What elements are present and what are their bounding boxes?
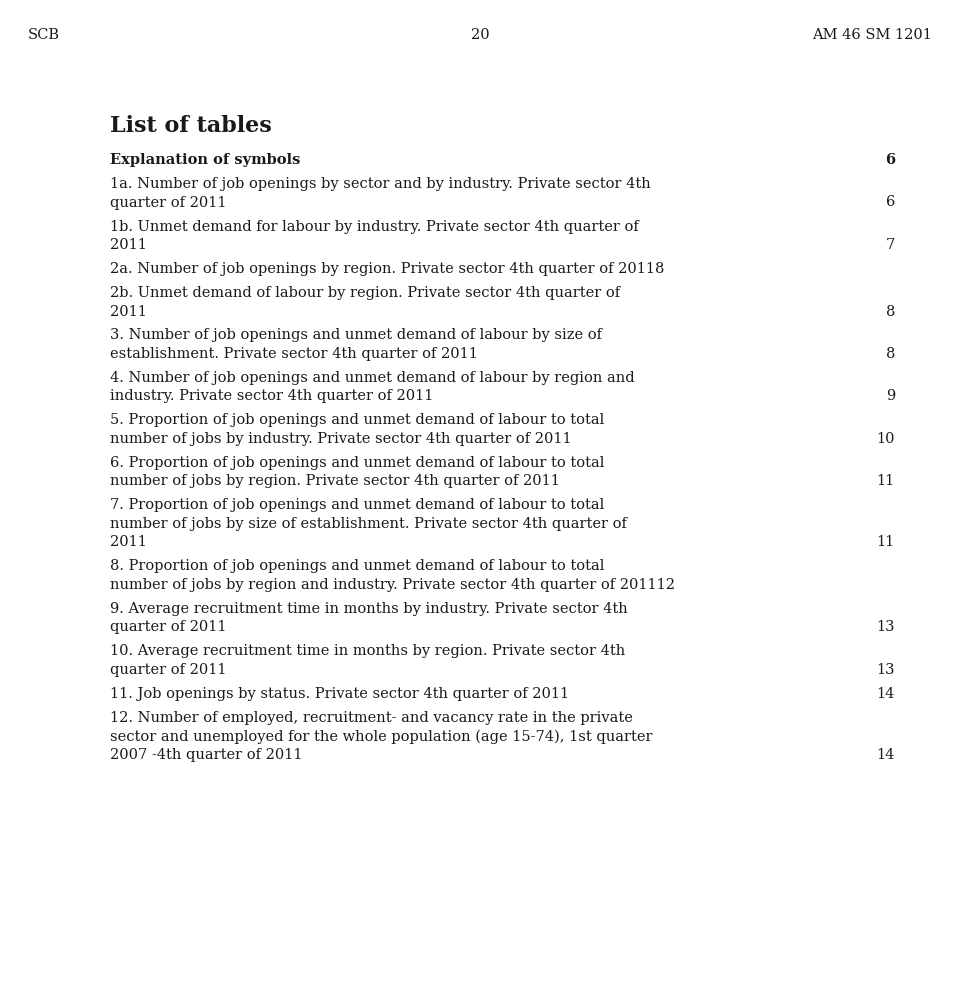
Text: 2011: 2011 (110, 304, 147, 318)
Text: 13: 13 (876, 620, 895, 634)
Text: number of jobs by size of establishment. Private sector 4th quarter of: number of jobs by size of establishment.… (110, 517, 627, 531)
Text: 1a. Number of job openings by sector and by industry. Private sector 4th: 1a. Number of job openings by sector and… (110, 177, 651, 191)
Text: 6: 6 (886, 195, 895, 209)
Text: number of jobs by region and industry. Private sector 4th quarter of 201112: number of jobs by region and industry. P… (110, 578, 675, 592)
Text: 11: 11 (876, 536, 895, 550)
Text: industry. Private sector 4th quarter of 2011: industry. Private sector 4th quarter of … (110, 390, 433, 404)
Text: quarter of 2011: quarter of 2011 (110, 663, 227, 677)
Text: 5. Proportion of job openings and unmet demand of labour to total: 5. Proportion of job openings and unmet … (110, 414, 604, 428)
Text: 14: 14 (876, 748, 895, 762)
Text: 8: 8 (886, 304, 895, 318)
Text: 2a. Number of job openings by region. Private sector 4th quarter of 20118: 2a. Number of job openings by region. Pr… (110, 262, 664, 276)
Text: 11: 11 (876, 474, 895, 488)
Text: SCB: SCB (28, 28, 60, 42)
Text: 6. Proportion of job openings and unmet demand of labour to total: 6. Proportion of job openings and unmet … (110, 456, 605, 470)
Text: 8: 8 (886, 347, 895, 361)
Text: 3. Number of job openings and unmet demand of labour by size of: 3. Number of job openings and unmet dema… (110, 328, 602, 342)
Text: 14: 14 (876, 687, 895, 701)
Text: 13: 13 (876, 663, 895, 677)
Text: quarter of 2011: quarter of 2011 (110, 195, 227, 209)
Text: 7. Proportion of job openings and unmet demand of labour to total: 7. Proportion of job openings and unmet … (110, 498, 604, 513)
Text: 2011: 2011 (110, 536, 147, 550)
Text: 4. Number of job openings and unmet demand of labour by region and: 4. Number of job openings and unmet dema… (110, 371, 635, 385)
Text: quarter of 2011: quarter of 2011 (110, 620, 227, 634)
Text: establishment. Private sector 4th quarter of 2011: establishment. Private sector 4th quarte… (110, 347, 478, 361)
Text: 2b. Unmet demand of labour by region. Private sector 4th quarter of: 2b. Unmet demand of labour by region. Pr… (110, 286, 620, 300)
Text: 2007 -4th quarter of 2011: 2007 -4th quarter of 2011 (110, 748, 302, 762)
Text: 20: 20 (470, 28, 490, 42)
Text: AM 46 SM 1201: AM 46 SM 1201 (812, 28, 932, 42)
Text: Explanation of symbols: Explanation of symbols (110, 153, 300, 167)
Text: 10. Average recruitment time in months by region. Private sector 4th: 10. Average recruitment time in months b… (110, 644, 625, 659)
Text: sector and unemployed for the whole population (age 15-74), 1st quarter: sector and unemployed for the whole popu… (110, 729, 653, 744)
Text: 2011: 2011 (110, 238, 147, 252)
Text: 8. Proportion of job openings and unmet demand of labour to total: 8. Proportion of job openings and unmet … (110, 560, 605, 574)
Text: 9: 9 (886, 390, 895, 404)
Text: 7: 7 (886, 238, 895, 252)
Text: 12. Number of employed, recruitment- and vacancy rate in the private: 12. Number of employed, recruitment- and… (110, 711, 633, 725)
Text: List of tables: List of tables (110, 115, 272, 137)
Text: number of jobs by region. Private sector 4th quarter of 2011: number of jobs by region. Private sector… (110, 474, 560, 488)
Text: number of jobs by industry. Private sector 4th quarter of 2011: number of jobs by industry. Private sect… (110, 432, 571, 446)
Text: 10: 10 (876, 432, 895, 446)
Text: 11. Job openings by status. Private sector 4th quarter of 2011: 11. Job openings by status. Private sect… (110, 687, 569, 701)
Text: 6: 6 (885, 153, 895, 167)
Text: 9. Average recruitment time in months by industry. Private sector 4th: 9. Average recruitment time in months by… (110, 602, 628, 616)
Text: 1b. Unmet demand for labour by industry. Private sector 4th quarter of: 1b. Unmet demand for labour by industry.… (110, 220, 638, 234)
